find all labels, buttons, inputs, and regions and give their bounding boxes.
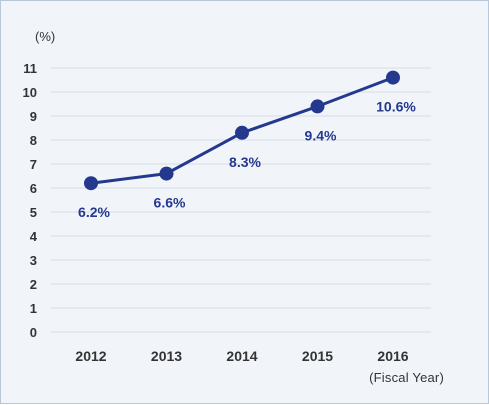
y-tick-label: 4 [30, 229, 38, 244]
y-tick-label: 8 [30, 133, 37, 148]
y-tick-label: 6 [30, 181, 37, 196]
x-tick-label: 2014 [226, 348, 257, 364]
y-tick-label: 3 [30, 253, 37, 268]
data-label: 10.6% [376, 99, 416, 115]
y-axis-unit-label: (%) [35, 29, 56, 44]
y-tick-label: 9 [30, 109, 37, 124]
y-tick-label: 11 [23, 61, 37, 76]
x-tick-label: 2016 [377, 348, 408, 364]
data-point [310, 99, 325, 114]
data-label: 9.4% [305, 127, 337, 143]
data-point [235, 125, 249, 140]
data-label: 8.3% [229, 154, 261, 170]
data-point [159, 166, 174, 181]
y-tick-label: 7 [30, 157, 37, 172]
data-label: 6.2% [78, 204, 110, 220]
y-tick-label: 10 [23, 85, 37, 100]
data-label: 6.6% [154, 195, 186, 211]
x-tick-label: 2012 [75, 348, 106, 364]
y-tick-label: 0 [30, 325, 37, 340]
y-tick-label: 1 [30, 301, 37, 316]
data-point [386, 70, 400, 85]
x-tick-label: 2013 [151, 348, 182, 364]
y-tick-label: 5 [30, 205, 37, 220]
x-tick-label: 2015 [302, 348, 333, 364]
x-axis-title: (Fiscal Year) [369, 370, 444, 385]
y-tick-label: 2 [30, 277, 37, 292]
data-point [84, 176, 98, 191]
